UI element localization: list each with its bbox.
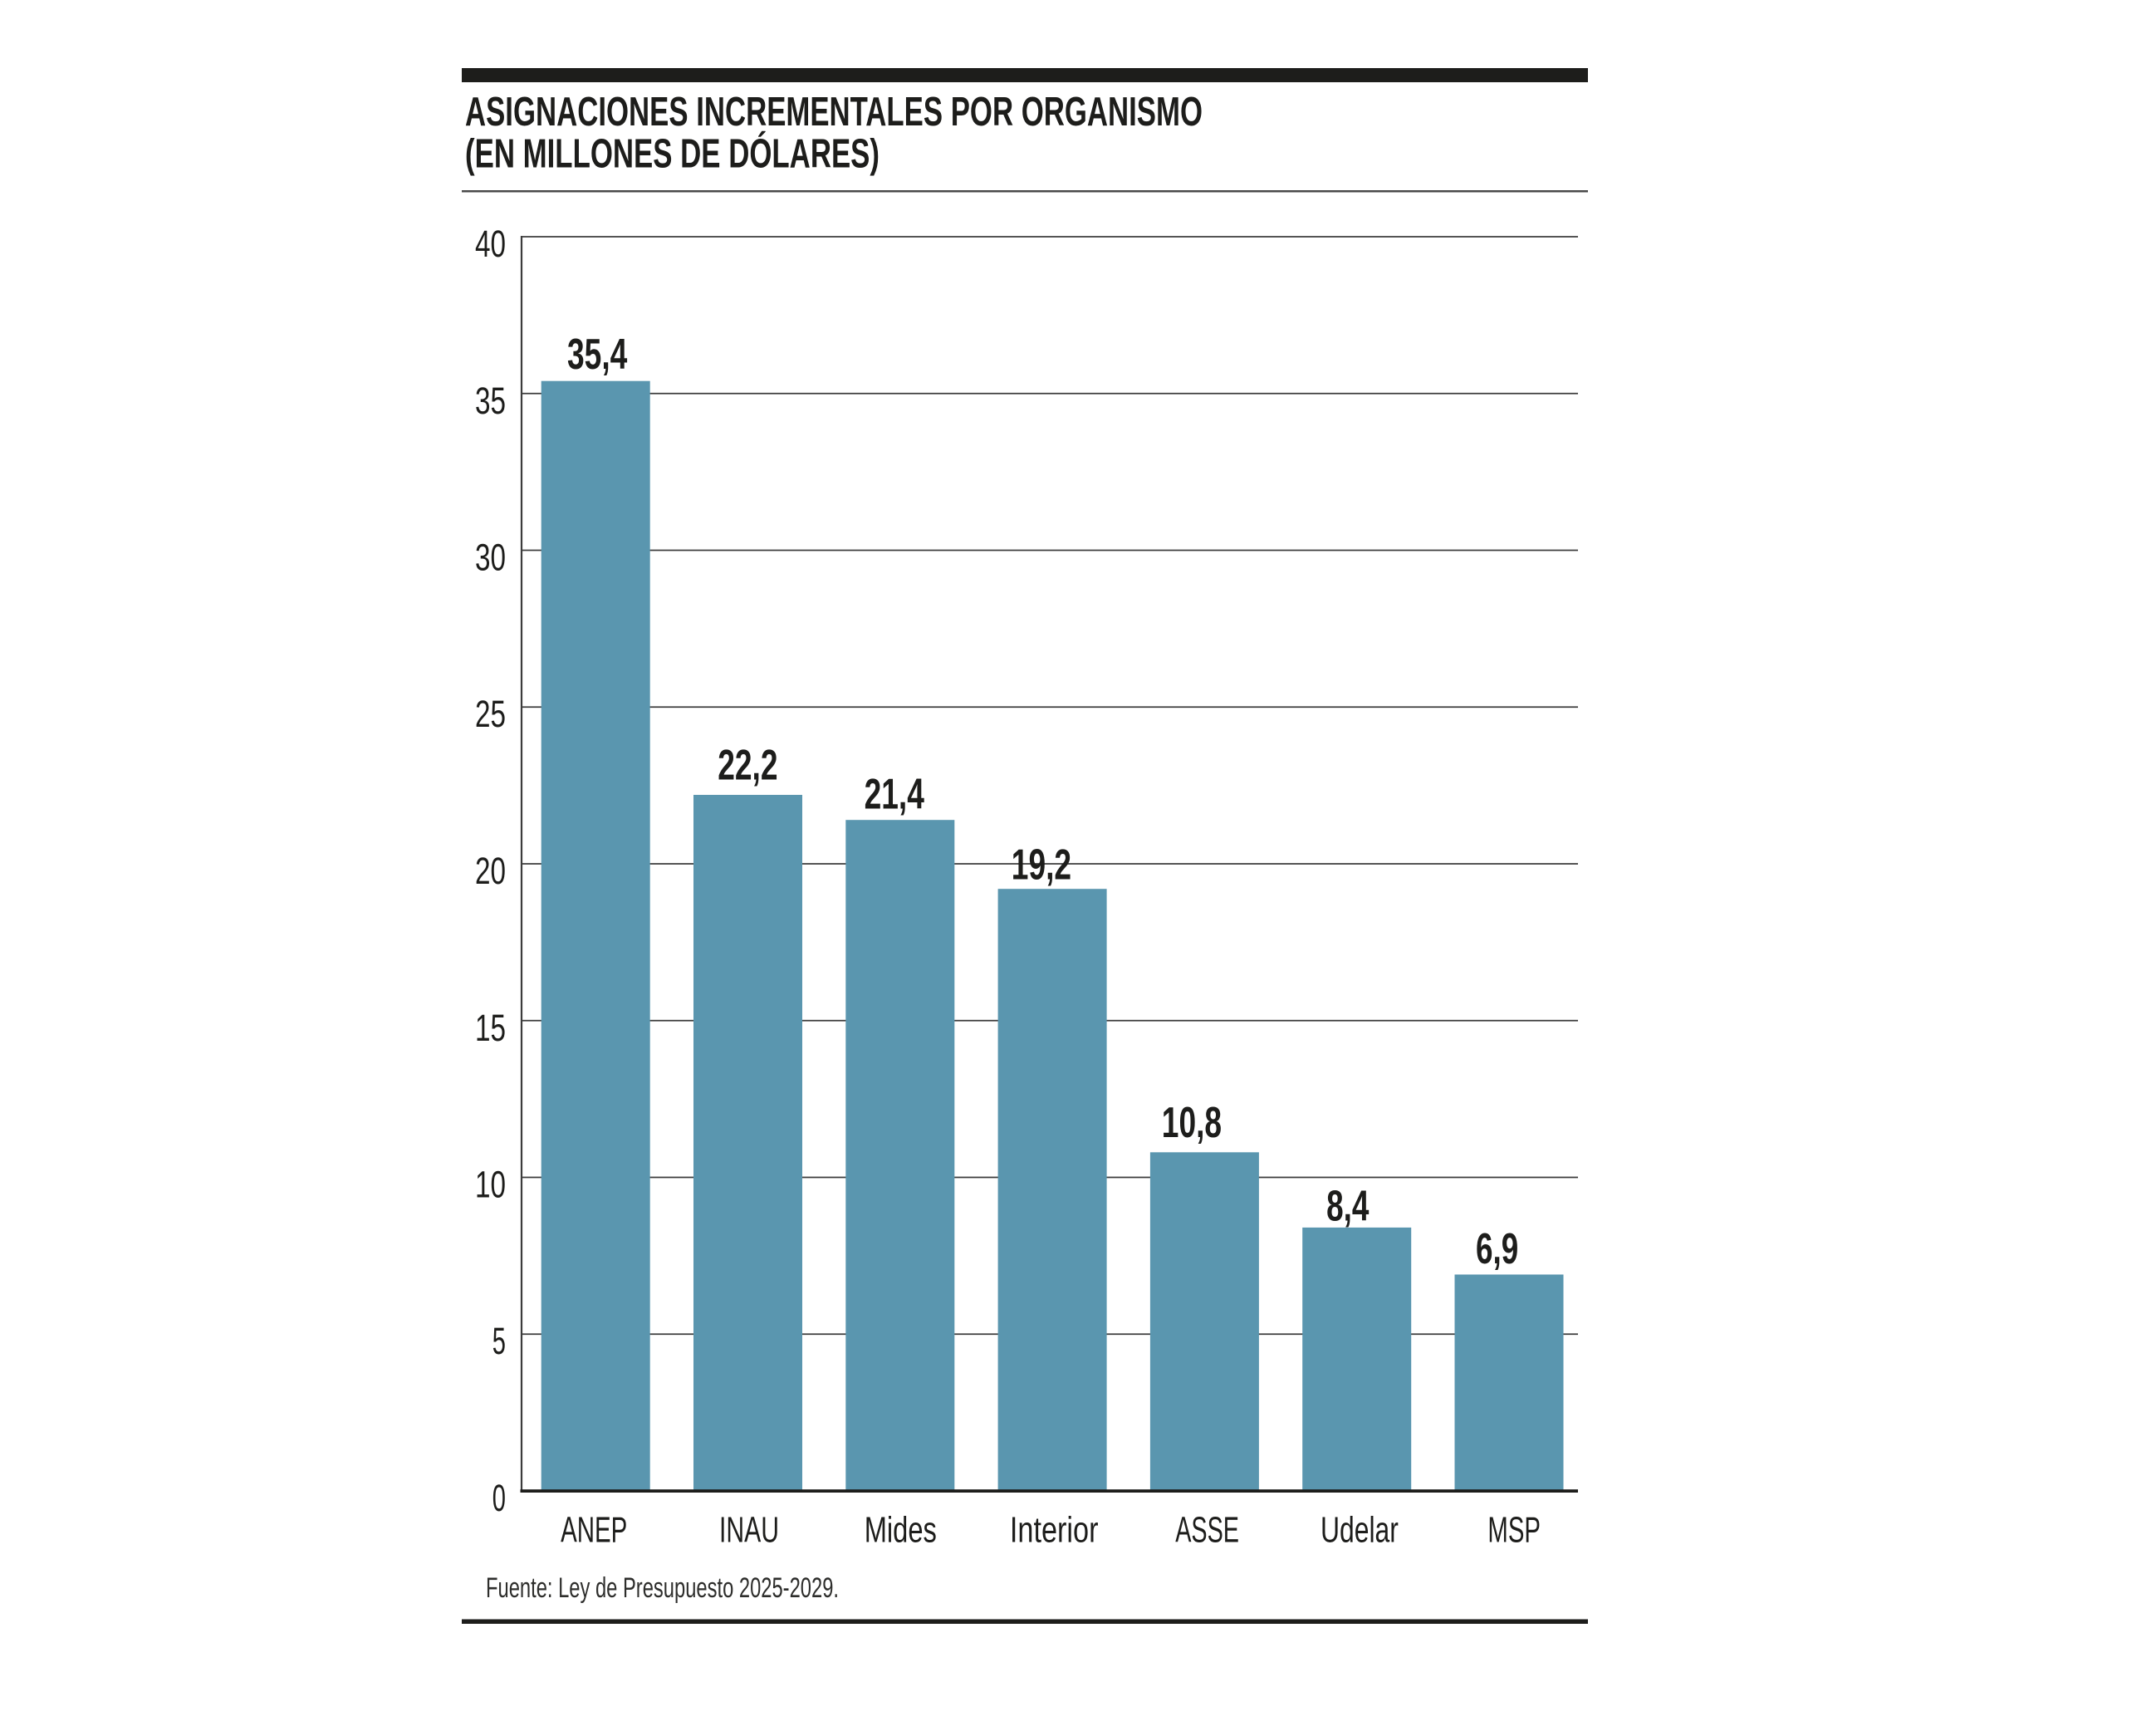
svg-text:ASIGNACIONES INCREMENTALES POR: ASIGNACIONES INCREMENTALES POR ORGANISMO [465, 90, 1203, 135]
svg-text:8,4: 8,4 [1326, 1182, 1369, 1230]
svg-text:21,4: 21,4 [865, 771, 924, 819]
svg-text:Interior: Interior [1010, 1509, 1099, 1550]
svg-text:10: 10 [475, 1164, 506, 1206]
svg-text:6,9: 6,9 [1476, 1225, 1518, 1273]
svg-text:25: 25 [475, 693, 506, 735]
svg-text:0: 0 [492, 1477, 506, 1519]
svg-text:MSP: MSP [1487, 1509, 1541, 1550]
svg-text:Mides: Mides [865, 1509, 937, 1550]
svg-text:40: 40 [475, 223, 506, 265]
svg-text:Fuente: Ley de Presupuesto 202: Fuente: Ley de Presupuesto 2025-2029. [486, 1572, 839, 1604]
svg-text:19,2: 19,2 [1012, 841, 1071, 890]
svg-text:ANEP: ANEP [561, 1509, 627, 1550]
svg-text:22,2: 22,2 [718, 742, 777, 790]
svg-text:35: 35 [475, 380, 506, 422]
svg-text:35,4: 35,4 [567, 331, 627, 379]
svg-text:10,8: 10,8 [1162, 1099, 1222, 1147]
svg-text:5: 5 [492, 1320, 506, 1362]
svg-text:20: 20 [475, 850, 506, 892]
svg-text:15: 15 [475, 1007, 506, 1049]
svg-text:INAU: INAU [719, 1509, 779, 1550]
svg-text:(EN MILLONES DE DÓLARES): (EN MILLONES DE DÓLARES) [465, 131, 880, 177]
svg-text:ASSE: ASSE [1175, 1509, 1239, 1550]
svg-text:Udelar: Udelar [1321, 1509, 1399, 1550]
svg-text:30: 30 [475, 537, 506, 579]
